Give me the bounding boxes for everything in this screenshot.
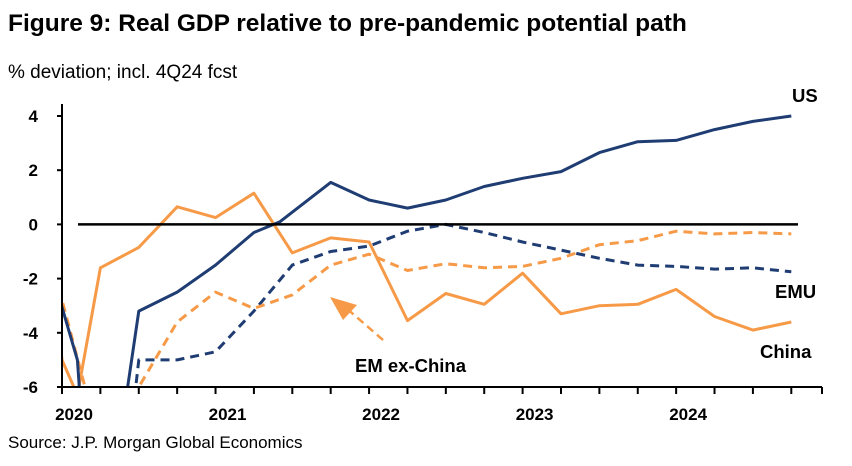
series-line-em-ex-china — [62, 229, 792, 387]
em-ex-china-arrow — [330, 297, 384, 341]
y-tick-label: -4 — [23, 324, 39, 343]
series-label-em-ex-china: EM ex-China — [355, 355, 467, 376]
chart-title: Figure 9: Real GDP relative to pre-pande… — [8, 10, 687, 37]
y-tick-label: -2 — [23, 270, 38, 289]
source-note: Source: J.P. Morgan Global Economics — [8, 433, 303, 452]
series-line-china — [62, 191, 792, 387]
tick-layer — [57, 115, 823, 394]
series-line-emu — [62, 222, 792, 387]
series-label-emu: EMU — [775, 281, 816, 302]
x-tick-label: 2024 — [669, 405, 707, 424]
y-tick-label: 0 — [29, 215, 38, 234]
x-tick-label: 2021 — [209, 405, 247, 424]
chart-subtitle: % deviation; incl. 4Q24 fcst — [8, 62, 238, 83]
x-tick-label: 2020 — [55, 405, 93, 424]
series-label-us: US — [792, 85, 818, 106]
y-tick-label: 2 — [29, 161, 38, 180]
x-tick-label: 2022 — [362, 405, 400, 424]
series-layer — [62, 114, 792, 387]
y-tick-label: 4 — [29, 107, 39, 126]
series-line-us — [62, 114, 792, 387]
y-tick-labels: 4 2 0 -2 -4 -6 — [23, 107, 39, 397]
y-tick-label: -6 — [23, 378, 38, 397]
x-tick-labels: 2020 2021 2022 2023 2024 — [55, 405, 708, 424]
series-label-china: China — [760, 341, 812, 362]
x-tick-label: 2023 — [516, 405, 554, 424]
